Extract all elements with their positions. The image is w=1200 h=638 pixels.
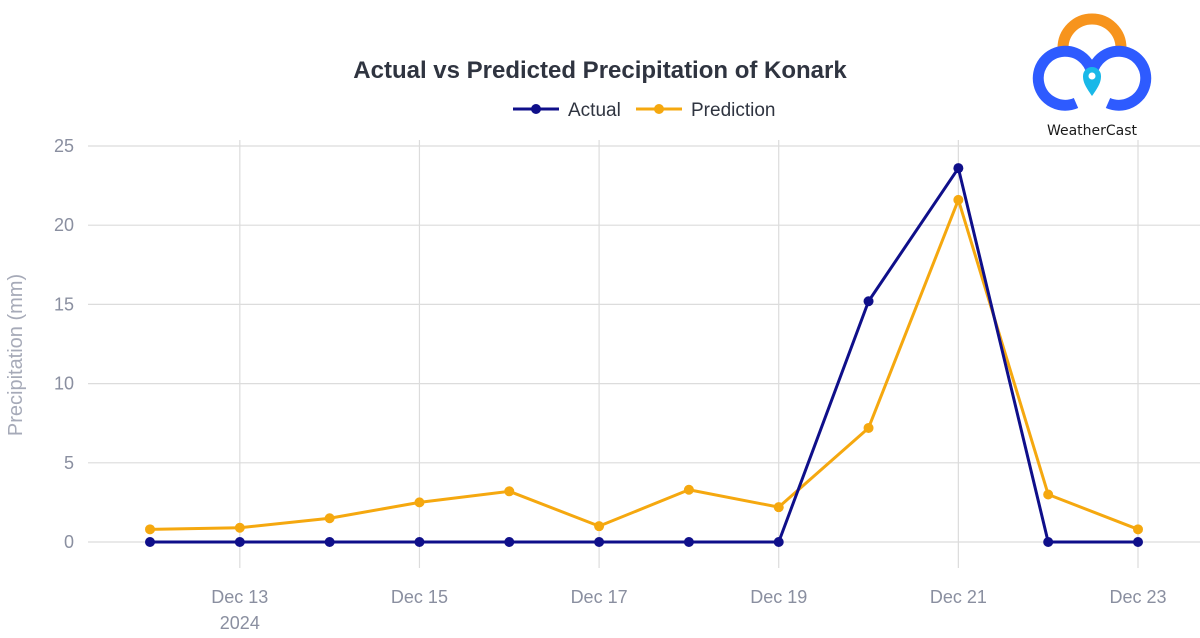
data-point-actual	[504, 537, 515, 547]
series-line-prediction	[149, 198, 1139, 531]
x-axis-ticks: Dec 13 2024 Dec 15 Dec 17 Dec 19 Dec 21 Dec 23	[211, 587, 1166, 633]
data-point-actual	[414, 537, 425, 547]
series-lines	[145, 163, 1143, 547]
y-tick-label: 10	[54, 374, 74, 394]
data-point-actual	[234, 537, 245, 547]
y-tick-label: 25	[54, 136, 74, 156]
data-point-actual	[594, 537, 605, 547]
x-tick-year-label: 2024	[220, 613, 260, 633]
legend-label: Actual	[568, 100, 621, 121]
legend: Actual Prediction	[513, 100, 776, 121]
data-point-prediction	[1133, 524, 1143, 535]
data-point-prediction	[773, 502, 784, 513]
series-prediction	[145, 194, 1143, 535]
data-point-prediction	[1043, 489, 1054, 500]
chart-title: Actual vs Predicted Precipitation of Kon…	[353, 57, 847, 84]
x-tick-label: Dec 17	[571, 587, 628, 607]
data-point-actual	[145, 537, 155, 547]
x-tick-label: Dec 23	[1109, 587, 1166, 607]
data-point-actual	[1043, 537, 1054, 547]
data-point-prediction	[594, 521, 605, 532]
logo-arc-icon	[1057, 13, 1127, 49]
data-point-actual	[773, 537, 784, 547]
y-axis-ticks: 0 5 10 15 20 25	[54, 136, 74, 552]
logo-text: WeatherCast	[1047, 123, 1138, 139]
data-point-actual	[324, 537, 335, 547]
data-point-actual	[683, 537, 694, 547]
series-line-actual	[150, 166, 1138, 544]
data-point-prediction	[683, 484, 694, 495]
data-point-prediction	[504, 486, 515, 497]
weathercast-logo: WeatherCast	[1032, 13, 1152, 139]
y-axis-label: Precipitation (mm)	[5, 274, 27, 436]
y-tick-label: 5	[64, 453, 74, 473]
series-actual	[145, 163, 1143, 547]
x-tick-label: Dec 13	[211, 587, 268, 607]
x-tick-label: Dec 15	[391, 587, 448, 607]
y-tick-label: 0	[64, 532, 74, 552]
y-tick-label: 15	[54, 294, 74, 314]
data-point-prediction	[234, 522, 245, 533]
x-tick-label: Dec 19	[750, 587, 807, 607]
location-pin-icon	[1083, 67, 1101, 96]
data-point-prediction	[953, 194, 964, 205]
data-point-actual	[953, 163, 964, 174]
data-point-actual	[863, 296, 874, 307]
data-point-prediction	[145, 524, 155, 535]
data-point-prediction	[863, 422, 874, 433]
data-point-prediction	[324, 513, 335, 524]
legend-item-prediction: Prediction	[636, 100, 776, 121]
legend-item-actual: Actual	[513, 100, 621, 121]
legend-label: Prediction	[691, 100, 776, 121]
x-tick-label: Dec 21	[930, 587, 987, 607]
y-tick-label: 20	[54, 215, 74, 235]
data-point-prediction	[414, 497, 425, 508]
grid-lines	[88, 140, 1200, 568]
data-point-actual	[1133, 537, 1143, 547]
